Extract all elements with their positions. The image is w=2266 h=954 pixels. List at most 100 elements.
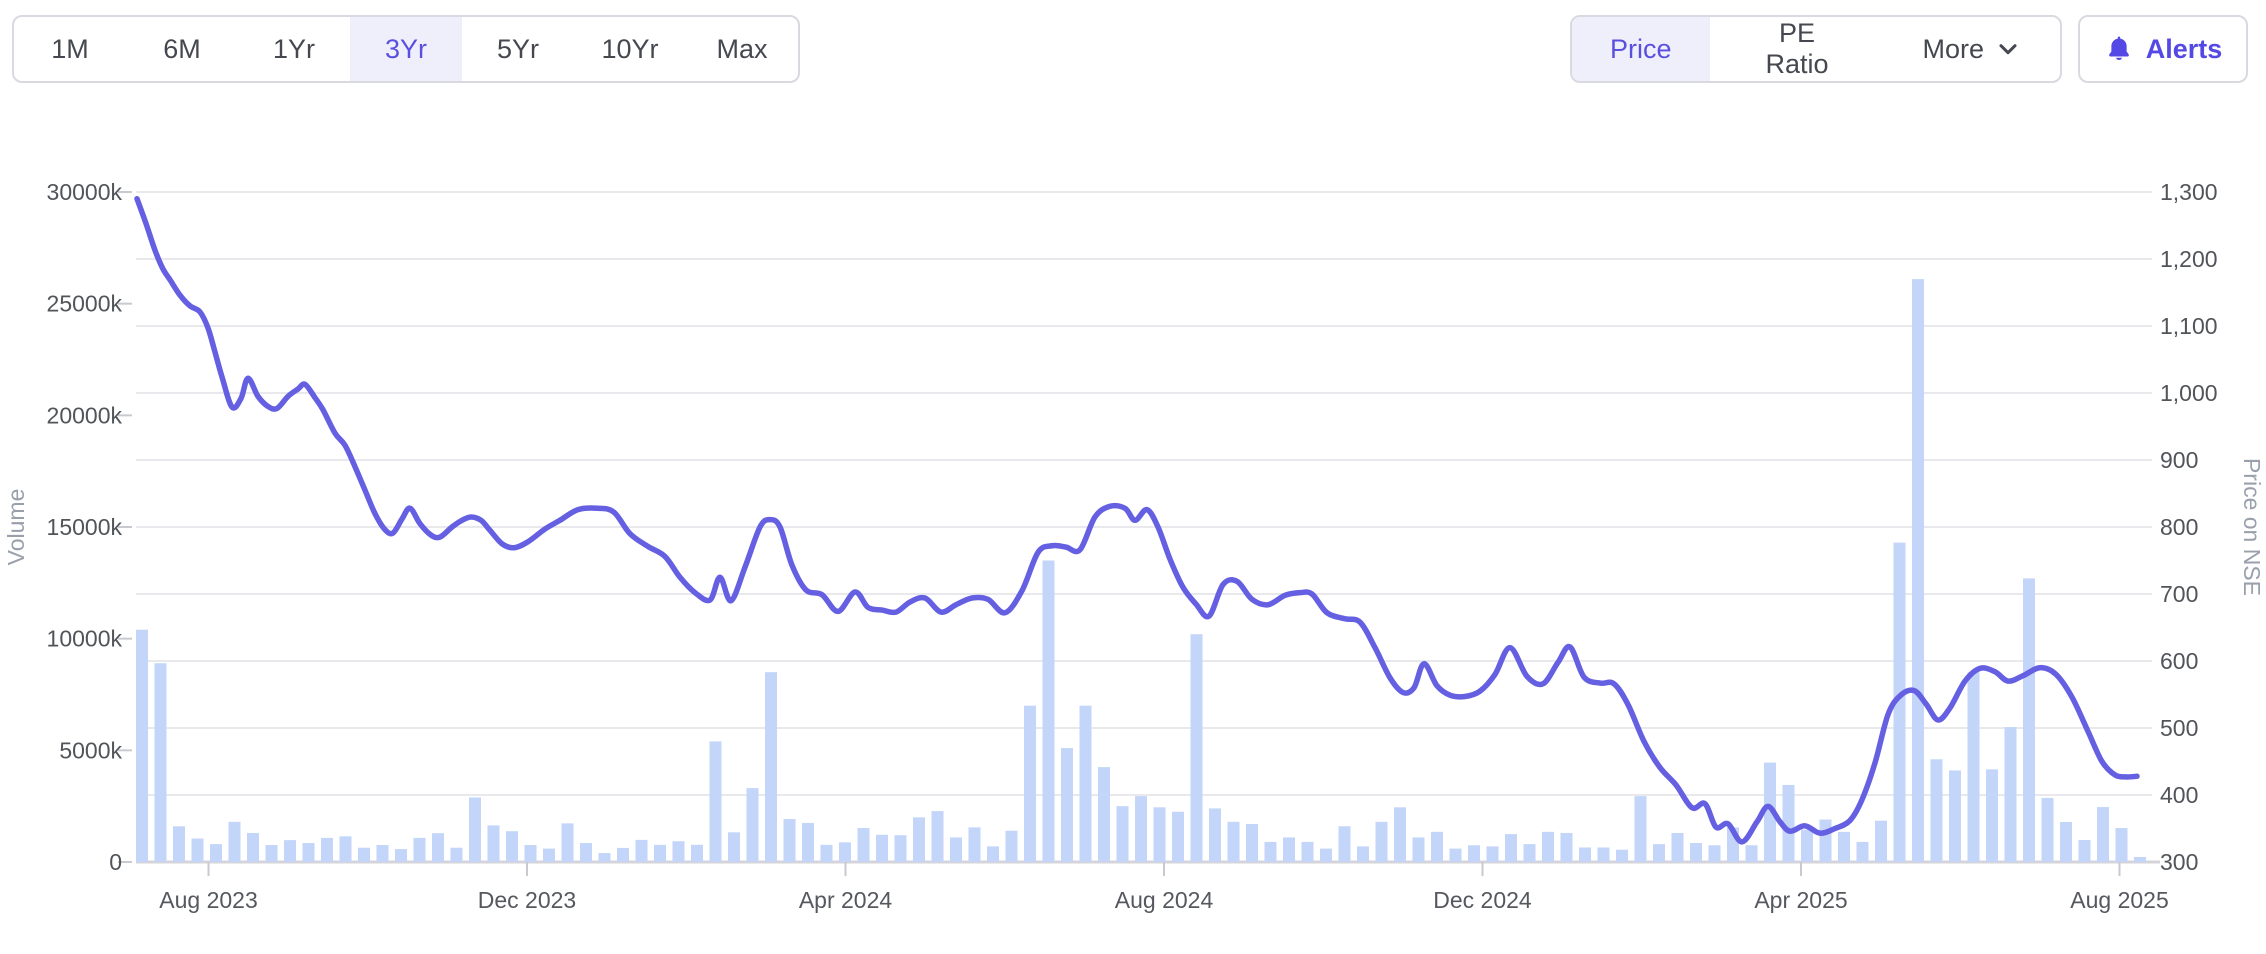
volume-bar (1819, 819, 1832, 862)
volume-bar (1579, 847, 1591, 862)
volume-bar (413, 837, 426, 862)
price-line[interactable] (134, 195, 2140, 845)
chevron-down-icon (1994, 35, 2022, 63)
metric-selector: Price PE Ratio More (1570, 15, 2062, 83)
volume-bar (1505, 834, 1517, 862)
volume-bar (1135, 796, 1147, 862)
volume-bar (284, 840, 296, 862)
svg-text:10000k: 10000k (47, 626, 123, 652)
volume-bar (173, 826, 185, 862)
svg-text:900: 900 (2160, 447, 2198, 473)
volume-bar (2134, 856, 2146, 862)
volume-bar (1079, 705, 1092, 862)
volume-bar (1634, 796, 1647, 862)
price-axis-title: Price on NSE (2239, 458, 2265, 596)
svg-text:800: 800 (2160, 514, 2198, 540)
volume-bar (1616, 849, 1628, 862)
volume-bar (839, 842, 851, 862)
volume-bar (1690, 843, 1702, 862)
volume-bar (1949, 770, 1961, 862)
volume-bar (1264, 841, 1277, 862)
volume-bar (672, 841, 685, 862)
volume-bar (1523, 844, 1536, 862)
volume-bar (524, 845, 537, 862)
volume-bar (1024, 705, 1036, 862)
volume-bar (432, 833, 444, 862)
volume-bar (987, 846, 999, 862)
volume-bar (635, 839, 648, 862)
volume-bar (931, 811, 944, 862)
volume-bar (1838, 831, 1850, 862)
range-button-6m[interactable]: 6M (126, 17, 238, 81)
view-button-pe-ratio[interactable]: PE Ratio (1710, 17, 1885, 81)
volume-bar (358, 847, 370, 862)
volume-bar (876, 834, 888, 862)
volume-bar (1745, 845, 1758, 862)
volume-bar (1061, 748, 1073, 862)
volume-bar (1431, 831, 1443, 862)
svg-text:Dec 2023: Dec 2023 (478, 887, 576, 913)
volume-bar (1856, 841, 1869, 862)
volume-bar (1912, 279, 1924, 863)
range-button-1m[interactable]: 1M (14, 17, 126, 81)
bell-icon (2104, 34, 2134, 64)
volume-bar (1283, 837, 1295, 862)
svg-text:25000k: 25000k (47, 291, 123, 317)
volume-bar (1375, 821, 1388, 862)
view-button-price[interactable]: Price (1572, 17, 1710, 81)
volume-bar (1671, 832, 1684, 862)
view-button-more[interactable]: More (1884, 17, 2060, 81)
range-button-10yr[interactable]: 10Yr (574, 17, 686, 81)
volume-bar (654, 844, 666, 862)
svg-text:400: 400 (2160, 782, 2198, 808)
volume-bar (450, 847, 463, 862)
volume-bar (580, 843, 592, 862)
volume-bar (1782, 784, 1795, 862)
volume-bar (2023, 578, 2035, 862)
volume-bar (154, 663, 167, 862)
volume-bar (1209, 808, 1221, 862)
volume-bar (543, 848, 555, 862)
svg-text:Apr 2024: Apr 2024 (799, 887, 893, 913)
svg-text:Dec 2024: Dec 2024 (1433, 887, 1532, 913)
range-selector: 1M 6M 1Yr 3Yr 5Yr 10Yr Max (12, 15, 800, 83)
range-button-5yr[interactable]: 5Yr (462, 17, 574, 81)
volume-bar (1597, 847, 1610, 862)
volume-bar (1412, 837, 1425, 862)
svg-text:1,300: 1,300 (2160, 179, 2218, 205)
volume-bar (894, 835, 907, 862)
volume-bar (506, 831, 518, 862)
volume-bar (1560, 832, 1573, 862)
volume-bar (302, 843, 315, 862)
volume-bar (1190, 634, 1203, 862)
volume-bar (1764, 762, 1776, 862)
volume-bar (561, 823, 574, 862)
volume-bar (857, 828, 870, 862)
svg-text:1,100: 1,100 (2160, 313, 2218, 339)
volume-bar (1301, 841, 1314, 862)
volume-bar (691, 844, 703, 862)
svg-text:300: 300 (2160, 849, 2198, 875)
svg-text:30000k: 30000k (47, 179, 123, 205)
volume-bar (1153, 807, 1166, 862)
svg-text:600: 600 (2160, 648, 2198, 674)
svg-text:Aug 2024: Aug 2024 (1115, 887, 1214, 913)
volume-bar (1967, 672, 1980, 862)
gridlines (136, 191, 2160, 864)
svg-text:5000k: 5000k (59, 737, 122, 763)
volume-bar (728, 832, 740, 862)
volume-bars[interactable] (136, 279, 2146, 863)
volume-bar (1005, 830, 1018, 862)
volume-bar (228, 821, 241, 862)
svg-text:Aug 2023: Aug 2023 (159, 887, 257, 913)
volume-bar (1246, 824, 1258, 862)
range-button-1yr[interactable]: 1Yr (238, 17, 350, 81)
svg-text:0: 0 (109, 849, 122, 875)
alerts-button[interactable]: Alerts (2078, 15, 2248, 83)
volume-bar (1172, 811, 1184, 862)
volume-bar (913, 817, 925, 862)
range-button-max[interactable]: Max (686, 17, 798, 81)
svg-text:Price on NSE: Price on NSE (2239, 458, 2265, 596)
range-button-3yr[interactable]: 3Yr (350, 17, 462, 81)
